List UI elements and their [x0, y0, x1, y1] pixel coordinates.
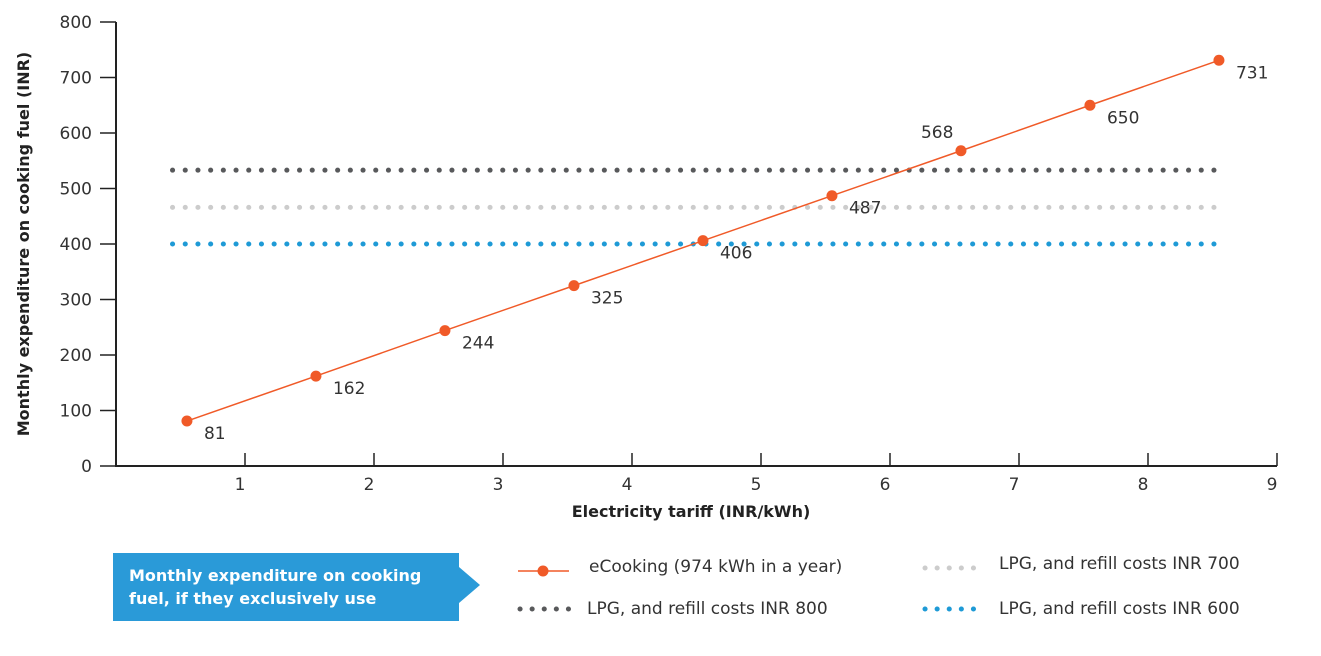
y-axis-title: Monthly expenditure on cooking fuel (INR… [14, 52, 33, 437]
y-ticks: 0 100 200 300 400 500 600 700 800 [60, 13, 116, 477]
legend-item-lpg-600: LPG, and refill costs INR 600 [922, 599, 1240, 619]
legend: eCooking (974 kWh in a year) LPG, and re… [517, 554, 1240, 619]
x-tick-label: 1 [235, 475, 246, 495]
legend-marker-ecooking [537, 565, 549, 577]
legend-label-ecooking: eCooking (974 kWh in a year) [589, 557, 842, 577]
ecooking-point [1213, 54, 1225, 66]
x-tick-label: 6 [880, 475, 891, 495]
legend-item-ecooking: eCooking (974 kWh in a year) [518, 557, 842, 577]
ecooking-point [1084, 99, 1096, 111]
ecooking-point [955, 145, 967, 157]
y-tick-label: 0 [81, 457, 92, 477]
reference-lines [170, 167, 1221, 247]
x-ticks: 1 2 3 4 5 6 7 8 9 [235, 453, 1278, 495]
legend-label-lpg-800: LPG, and refill costs INR 800 [587, 599, 828, 619]
ecooking-series: 81 162 244 325 406 487 568 650 731 [181, 54, 1268, 444]
ecooking-point [439, 325, 451, 337]
x-tick-label: 8 [1138, 475, 1149, 495]
x-tick-label: 7 [1009, 475, 1020, 495]
ecooking-data-label: 568 [921, 123, 953, 143]
legend-label-lpg-700: LPG, and refill costs INR 700 [999, 554, 1240, 574]
y-tick-label: 700 [60, 69, 92, 89]
x-tick-label: 5 [751, 475, 762, 495]
y-tick-label: 400 [60, 235, 92, 255]
y-tick-label: 800 [60, 13, 92, 33]
y-tick-label: 600 [60, 124, 92, 144]
x-tick-label: 4 [622, 475, 633, 495]
ecooking-data-label: 162 [333, 379, 365, 399]
y-tick-label: 300 [60, 291, 92, 311]
callout-line-1: Monthly expenditure on cooking [129, 566, 421, 585]
ecooking-point [310, 370, 322, 382]
x-axis-title: Electricity tariff (INR/kWh) [572, 502, 811, 521]
x-tick-label: 2 [364, 475, 375, 495]
y-tick-label: 200 [60, 346, 92, 366]
x-tick-label: 9 [1267, 475, 1278, 495]
legend-item-lpg-700: LPG, and refill costs INR 700 [922, 554, 1240, 574]
ecooking-data-label: 487 [849, 199, 881, 219]
ecooking-data-label: 325 [591, 289, 623, 309]
ecooking-data-label: 244 [462, 334, 494, 354]
ecooking-point [826, 190, 838, 202]
ecooking-data-label: 650 [1107, 108, 1139, 128]
ecooking-point [181, 415, 193, 427]
legend-item-lpg-800: LPG, and refill costs INR 800 [517, 599, 828, 619]
callout-box: Monthly expenditure on cooking fuel, if … [113, 553, 480, 621]
ecooking-data-label: 731 [1236, 63, 1268, 83]
y-tick-label: 500 [60, 180, 92, 200]
ecooking-data-label: 81 [204, 424, 226, 444]
callout-shape [113, 553, 480, 621]
ecooking-point [568, 280, 580, 292]
ecooking-data-label: 406 [720, 244, 752, 264]
callout-line-2: fuel, if they exclusively use [129, 589, 376, 608]
axes [115, 22, 1277, 467]
ecooking-point [697, 235, 709, 247]
x-tick-label: 3 [493, 475, 504, 495]
y-tick-label: 100 [60, 402, 92, 422]
legend-label-lpg-600: LPG, and refill costs INR 600 [999, 599, 1240, 619]
